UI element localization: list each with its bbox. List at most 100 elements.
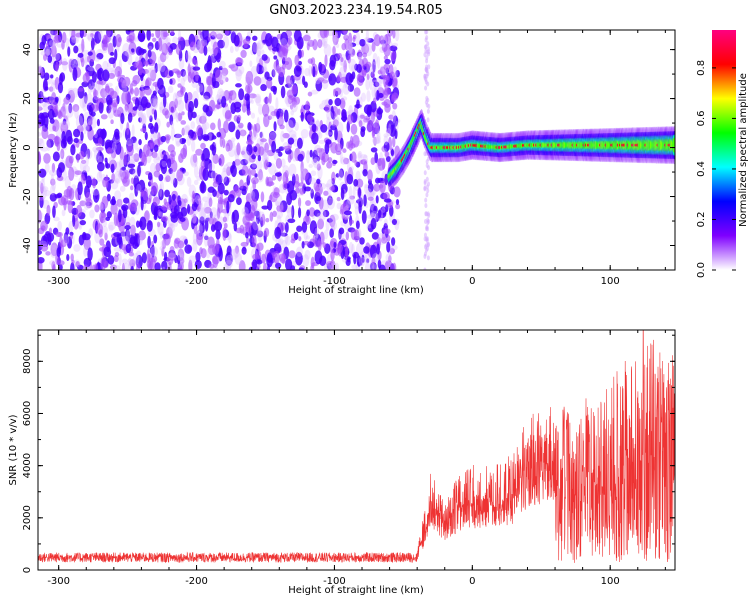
noise-cell <box>253 208 262 218</box>
noise-cell <box>198 207 206 221</box>
noise-cell <box>47 108 55 120</box>
noise-stripe-cell <box>425 159 429 165</box>
noise-cell <box>153 109 158 121</box>
noise-cell <box>298 236 302 242</box>
noise-cell <box>374 119 380 132</box>
noise-cell <box>68 166 75 181</box>
noise-cell <box>384 34 389 47</box>
noise-stripe-cell <box>426 117 430 123</box>
noise-cell <box>146 30 151 41</box>
noise-cell <box>334 127 338 141</box>
noise-cell <box>249 190 256 200</box>
noise-cell <box>373 139 381 144</box>
noise-cell <box>170 150 176 158</box>
noise-cell <box>366 38 374 43</box>
noise-cell <box>248 94 253 103</box>
noise-cell <box>156 63 162 72</box>
noise-cell <box>108 156 115 165</box>
noise-cell <box>274 226 282 239</box>
noise-cell <box>334 262 339 270</box>
noise-cell <box>162 107 169 116</box>
noise-cell <box>97 137 103 147</box>
noise-cell <box>199 82 205 96</box>
noise-cell <box>392 30 396 39</box>
noise-cell <box>288 130 297 139</box>
noise-cell <box>347 114 354 125</box>
noise-cell <box>76 152 80 163</box>
noise-cell <box>324 141 330 155</box>
noise-cell <box>307 91 313 97</box>
noise-cell <box>46 34 51 40</box>
noise-cell <box>318 182 327 190</box>
noise-cell <box>223 189 229 196</box>
x-tick-label: -200 <box>185 276 208 287</box>
noise-stripe-cell <box>423 180 427 186</box>
noise-cell <box>251 198 258 212</box>
noise-cell <box>86 148 91 160</box>
noise-cell <box>391 110 397 124</box>
noise-cell <box>342 82 351 95</box>
noise-cell <box>332 119 339 127</box>
noise-cell <box>146 67 153 78</box>
noise-cell <box>280 85 286 99</box>
noise-cell <box>129 259 136 268</box>
noise-cell <box>210 35 216 40</box>
noise-cell <box>114 66 123 78</box>
noise-cell <box>259 131 263 138</box>
noise-cell <box>91 71 97 83</box>
noise-cell <box>238 65 245 75</box>
noise-cell <box>130 199 139 208</box>
noise-cell <box>39 41 45 50</box>
noise-cell <box>198 30 202 36</box>
noise-cell <box>365 188 373 198</box>
noise-cell <box>155 30 161 39</box>
noise-cell <box>356 99 360 109</box>
noise-cell <box>361 210 367 224</box>
noise-cell <box>370 261 377 270</box>
noise-cell <box>39 240 48 248</box>
noise-cell <box>348 241 354 254</box>
noise-cell <box>311 123 317 133</box>
noise-cell <box>250 168 257 176</box>
noise-cell <box>132 252 140 265</box>
noise-cell <box>161 260 168 270</box>
noise-cell <box>38 106 43 111</box>
noise-cell <box>99 97 108 104</box>
noise-cell <box>125 228 131 242</box>
noise-cell <box>110 202 118 215</box>
colorbar-tick-label: 0.2 <box>696 212 707 228</box>
noise-cell <box>367 196 374 201</box>
noise-cell <box>225 254 234 265</box>
noise-cell <box>321 35 326 48</box>
noise-cell <box>250 177 259 185</box>
noise-cell <box>346 173 354 185</box>
noise-cell <box>350 123 358 135</box>
noise-cell <box>357 150 363 162</box>
noise-cell <box>202 167 209 181</box>
noise-cell <box>325 131 333 136</box>
noise-cell <box>102 219 107 228</box>
noise-cell <box>279 204 284 213</box>
noise-stripe-cell <box>426 41 430 47</box>
noise-cell <box>385 253 392 263</box>
noise-cell <box>121 262 125 270</box>
noise-stripe-cell <box>424 30 428 35</box>
noise-cell <box>71 87 79 98</box>
noise-cell <box>302 75 306 86</box>
noise-cell <box>266 181 275 187</box>
noise-cell <box>96 146 104 152</box>
noise-cell <box>226 200 230 214</box>
noise-cell <box>109 90 118 99</box>
noise-cell <box>280 31 289 46</box>
noise-cell <box>320 72 326 77</box>
noise-cell <box>152 90 157 96</box>
noise-cell <box>142 69 149 74</box>
noise-cell <box>291 173 296 186</box>
noise-cell <box>271 69 276 78</box>
noise-cell <box>105 85 110 93</box>
noise-cell <box>127 163 136 169</box>
noise-cell <box>150 69 157 82</box>
noise-cell <box>347 54 352 64</box>
noise-cell <box>225 77 229 83</box>
